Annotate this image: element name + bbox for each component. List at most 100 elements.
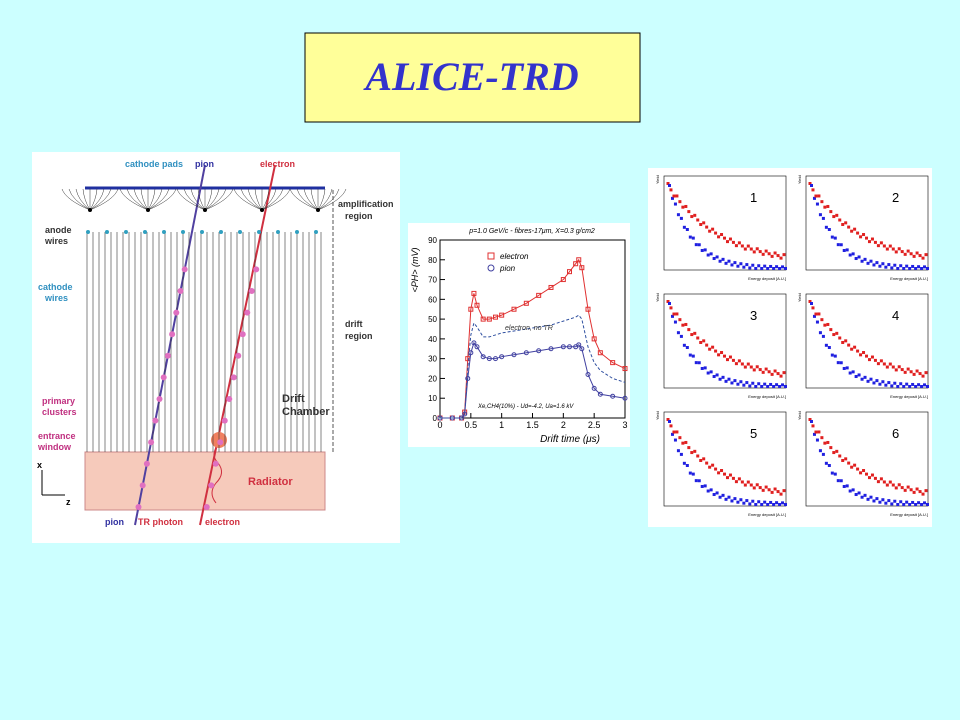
decor-dot <box>724 261 728 265</box>
cathode-wire <box>105 230 109 234</box>
decor-dot <box>763 264 767 268</box>
field-line <box>183 188 206 211</box>
decor-dot <box>723 236 727 240</box>
panel-number: 3 <box>750 308 757 323</box>
decor-dot <box>888 244 892 248</box>
decor-dot <box>688 235 692 239</box>
cathode-wire <box>314 230 318 234</box>
cluster <box>156 396 163 402</box>
decor-dot <box>690 215 694 219</box>
decor-dot <box>902 385 906 388</box>
decor-dot <box>666 418 670 421</box>
decor-dot <box>906 249 910 253</box>
decor-dot <box>751 499 755 503</box>
decor-dot <box>830 471 834 475</box>
decor-dot <box>911 500 915 504</box>
decor-dot <box>876 244 880 248</box>
decor-dot <box>745 499 749 503</box>
field-line <box>68 188 91 211</box>
decor-dot <box>784 503 787 506</box>
decor-dot <box>782 253 786 257</box>
label: anode <box>45 225 72 235</box>
decor-dot <box>808 418 812 421</box>
point <box>536 292 542 298</box>
decor-dot <box>820 436 824 440</box>
decor-dot <box>679 216 683 220</box>
decor-dot <box>844 339 848 343</box>
field-line <box>247 188 263 211</box>
field-line <box>204 188 227 211</box>
series-line <box>440 341 626 419</box>
decor-dot <box>842 248 846 252</box>
cluster <box>160 374 167 381</box>
decor-dot <box>900 368 904 372</box>
decor-dot <box>859 471 863 475</box>
decor-dot <box>923 501 927 505</box>
decor-dot <box>740 244 744 248</box>
cathode-wire <box>162 230 166 234</box>
decor-dot <box>761 488 765 492</box>
decor-dot <box>881 380 885 384</box>
cathode-wire <box>295 230 299 234</box>
decor-dot <box>684 322 688 326</box>
decor-dot <box>914 385 918 388</box>
decor-dot <box>697 479 701 483</box>
decor-dot <box>884 265 888 269</box>
decor-dot <box>924 253 928 257</box>
decor-dot <box>678 436 682 440</box>
label: region <box>345 331 373 341</box>
decor-dot <box>696 454 700 458</box>
decor-dot <box>870 355 874 359</box>
decor-dot <box>746 244 750 248</box>
decor-dot <box>675 194 679 198</box>
decor-dot <box>879 241 883 245</box>
decor-dot <box>885 365 889 369</box>
decor-dot <box>725 358 729 362</box>
label: wires <box>44 236 68 246</box>
decor-dot <box>838 454 842 458</box>
decor-dot <box>767 370 771 374</box>
decor-dot <box>857 491 861 495</box>
decor-dot <box>893 381 897 385</box>
decor-dot <box>893 499 897 503</box>
decor-dot <box>673 202 677 206</box>
decor-dot <box>888 480 892 484</box>
decor-dot <box>781 265 785 269</box>
decor-dot <box>775 501 779 505</box>
decor-dot <box>867 476 871 480</box>
decor-dot <box>731 476 735 480</box>
cathode-wire <box>124 230 128 234</box>
decor-dot <box>669 188 673 192</box>
decor-dot <box>900 486 904 490</box>
decor-dot <box>708 347 712 351</box>
decor-dot <box>873 358 877 362</box>
field-line <box>261 188 284 211</box>
decor-dot <box>908 503 912 506</box>
decor-dot <box>847 461 851 465</box>
cluster <box>177 288 184 294</box>
decor-dot <box>749 247 753 251</box>
point <box>576 342 582 348</box>
decor-dot <box>736 500 740 504</box>
decor-dot <box>818 213 822 217</box>
decor-dot <box>859 353 863 357</box>
point <box>480 354 486 360</box>
decor-dot <box>712 375 716 379</box>
decor-dot <box>853 463 857 467</box>
decor-dot <box>687 328 691 332</box>
decor-dot <box>776 254 780 258</box>
decor-dot <box>709 252 713 256</box>
decor-dot <box>724 497 728 501</box>
field-line <box>147 188 177 211</box>
panel-x-label: Energy deposit [A.U.] <box>748 276 786 281</box>
label: entrance <box>38 431 76 441</box>
decor-dot <box>769 382 773 386</box>
field-line <box>233 188 263 211</box>
decor-dot <box>823 323 827 327</box>
decor-dot <box>721 493 725 497</box>
decor-dot <box>740 480 744 484</box>
decor-dot <box>894 486 898 490</box>
decor-dot <box>678 200 682 204</box>
decor-dot <box>912 490 916 494</box>
